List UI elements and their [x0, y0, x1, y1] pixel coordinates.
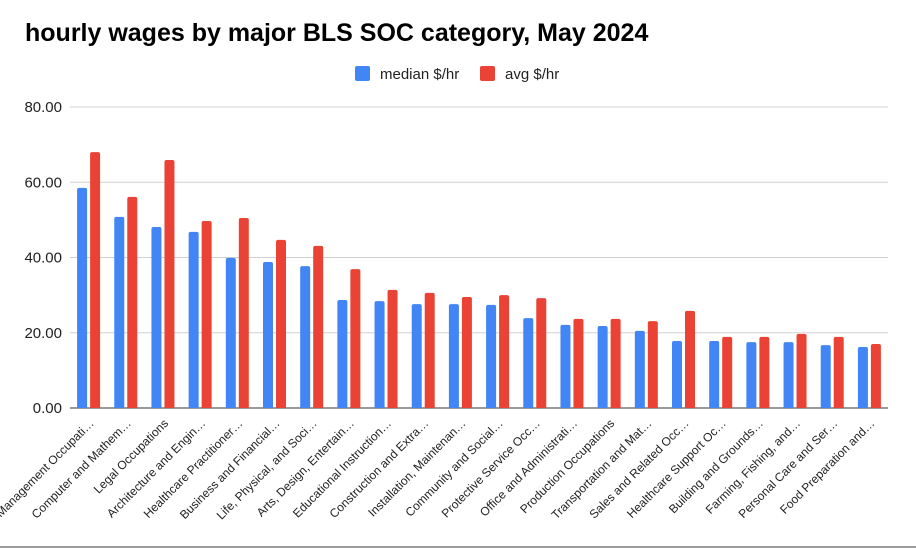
bar-avg: [127, 196, 138, 408]
bar-median: [225, 257, 236, 408]
bar-avg: [870, 344, 881, 408]
bar-median: [263, 262, 273, 408]
bar-median: [77, 187, 88, 408]
bar-median: [746, 342, 757, 408]
bar-median: [448, 304, 459, 408]
bar-avg: [573, 318, 584, 408]
bar-median: [634, 330, 645, 408]
bar-median: [783, 342, 794, 408]
bar-avg: [647, 321, 658, 408]
y-tick-label: 40.00: [24, 250, 62, 267]
bar-avg: [722, 336, 733, 408]
legend-label: avg $/hr: [505, 66, 559, 83]
bar-median: [857, 347, 868, 408]
bar-avg: [610, 318, 621, 408]
bar-avg: [833, 336, 844, 408]
bar-avg: [461, 297, 472, 408]
bar-avg: [276, 239, 286, 408]
bar-median: [523, 318, 534, 408]
legend-swatch: [480, 66, 495, 81]
bar-median: [820, 345, 831, 408]
bar-median: [151, 227, 162, 408]
bar-median: [188, 231, 199, 408]
chart-title: hourly wages by major BLS SOC category, …: [25, 19, 649, 47]
bar-avg: [759, 336, 770, 408]
bar-avg: [536, 298, 547, 408]
bar-median: [374, 301, 385, 408]
bar-avg: [685, 310, 695, 408]
bar-median: [300, 266, 311, 408]
bottom-border: [0, 546, 916, 548]
bar-median: [672, 341, 682, 408]
bar-median: [486, 304, 497, 408]
bar-median: [709, 341, 720, 408]
y-tick-label: 0.00: [33, 400, 62, 417]
bar-avg: [424, 292, 435, 408]
bar-avg: [796, 333, 807, 408]
legend-label: median $/hr: [380, 66, 459, 83]
bar-avg: [90, 152, 101, 408]
bar-median: [114, 216, 125, 408]
bar-avg: [499, 295, 510, 408]
bar-median: [411, 304, 422, 408]
bar-avg: [350, 269, 361, 408]
bar-avg: [387, 289, 398, 408]
y-tick-label: 20.00: [24, 325, 62, 342]
legend-swatch: [355, 66, 370, 81]
y-tick-label: 60.00: [24, 174, 62, 191]
bar-median: [597, 325, 608, 408]
bar-avg: [313, 245, 324, 408]
bar-median: [337, 300, 348, 408]
bar-median: [560, 324, 571, 408]
bar-avg: [164, 160, 175, 408]
y-tick-label: 80.00: [24, 99, 62, 116]
bar-avg: [201, 221, 212, 408]
bar-avg: [238, 217, 249, 408]
